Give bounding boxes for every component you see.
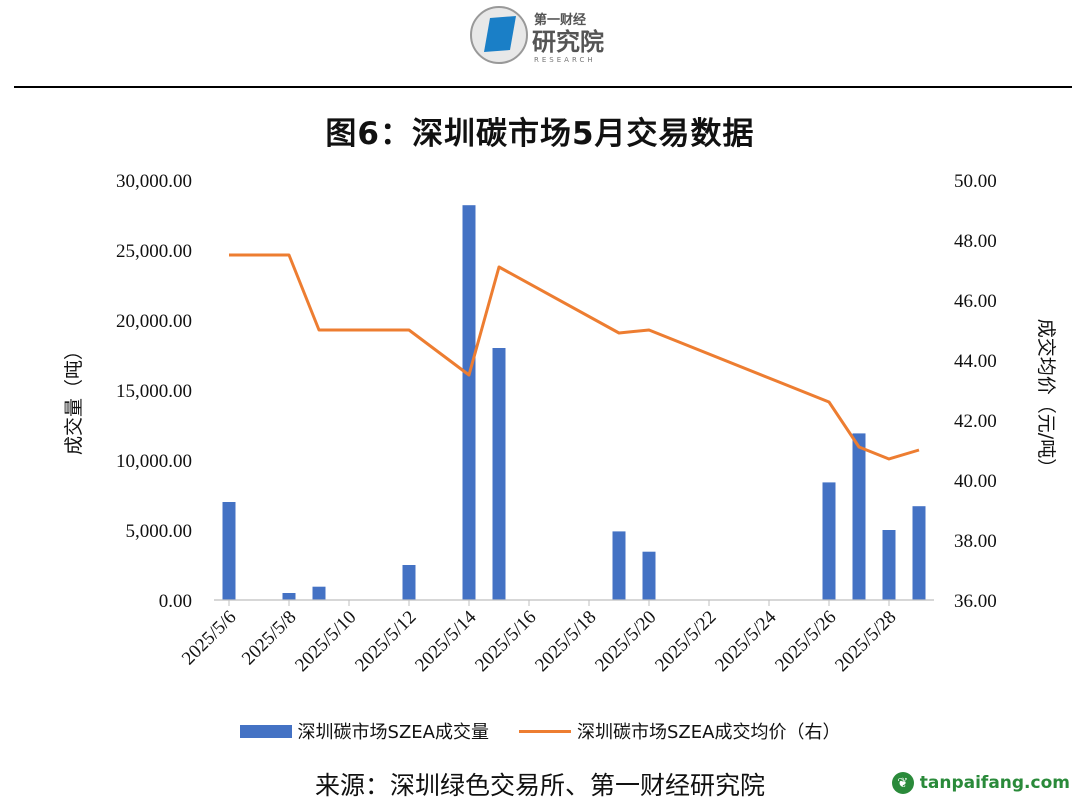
volume-bar-2: [312, 586, 326, 600]
x-tick-label-7: 2025/5/20: [591, 607, 660, 676]
left-tick-label-0: 0.00: [159, 591, 192, 612]
research-logo: 第一财经 研究院 RESEARCH: [470, 6, 604, 64]
right-axis-label: 成交均价（元/吨）: [1035, 319, 1057, 477]
volume-bar-5: [492, 348, 506, 600]
x-tick-label-2: 2025/5/10: [291, 607, 360, 676]
logo-book-icon: [484, 16, 516, 52]
legend-label-volume: 深圳碳市场SZEA成交量: [297, 722, 489, 743]
leaf-icon: ❦: [891, 772, 914, 794]
legend-bar-swatch: [239, 724, 292, 738]
volume-bar-11: [912, 506, 926, 600]
chart-axes: 0.00 5,000.00 10,000.00 15,000.00 20,000.00 2…: [116, 171, 997, 676]
x-tick-label-0: 2025/5/6: [178, 607, 241, 670]
chart-legend: 深圳碳市场SZEA成交量 深圳碳市场SZEA成交均价（右）: [0, 718, 1080, 744]
left-axis-label: 成交量（吨）: [63, 341, 85, 455]
x-tick-label-4: 2025/5/14: [411, 606, 481, 676]
volume-bar-1: [282, 593, 296, 600]
left-tick-label-1: 5,000.00: [126, 521, 193, 542]
legend-item-volume: 深圳碳市场SZEA成交量: [239, 718, 489, 744]
chart-canvas: 0.00 5,000.00 10,000.00 15,000.00 20,000.00 2…: [63, 171, 1057, 676]
legend-line-swatch: [519, 729, 571, 733]
right-tick-label-0: 36.00: [954, 591, 997, 612]
volume-bars: [222, 205, 926, 600]
header-divider: [14, 86, 1072, 88]
x-tick-label-8: 2025/5/22: [651, 607, 720, 676]
right-tick-label-2: 40.00: [954, 471, 997, 492]
logo-main-text: 研究院: [532, 28, 604, 56]
left-tick-label-2: 10,000.00: [116, 451, 192, 472]
right-tick-label-7: 50.00: [954, 171, 997, 192]
right-tick-label-1: 38.00: [954, 531, 997, 552]
volume-bar-7: [642, 551, 656, 600]
logo-sub-text: RESEARCH: [534, 56, 596, 64]
volume-bar-4: [462, 205, 476, 600]
volume-bar-0: [222, 502, 236, 600]
volume-bar-9: [852, 433, 866, 600]
price-line-path: [229, 253, 920, 461]
x-tick-label-11: 2025/5/28: [831, 607, 900, 676]
right-tick-label-3: 42.00: [954, 411, 997, 432]
x-tick-label-3: 2025/5/12: [351, 607, 420, 676]
legend-label-price: 深圳碳市场SZEA成交均价（右）: [577, 722, 841, 743]
right-tick-label-5: 46.00: [954, 291, 997, 312]
chart-title: 图6：深圳碳市场5月交易数据: [325, 116, 755, 152]
left-tick-label-6: 30,000.00: [116, 171, 192, 192]
legend-item-price: 深圳碳市场SZEA成交均价（右）: [519, 718, 840, 744]
watermark: ❦ tanpaifang.com: [891, 772, 1070, 794]
volume-bar-6: [612, 531, 626, 600]
x-tick-label-6: 2025/5/18: [531, 607, 600, 676]
left-tick-label-3: 15,000.00: [116, 381, 192, 402]
logo-top-text: 第一财经: [534, 12, 586, 28]
volume-bar-8: [822, 482, 836, 600]
left-tick-label-4: 20,000.00: [116, 311, 192, 332]
volume-bar-10: [882, 530, 896, 600]
left-tick-label-5: 25,000.00: [116, 241, 192, 262]
right-tick-label-6: 48.00: [954, 231, 997, 252]
volume-bar-3: [402, 565, 416, 600]
right-tick-label-4: 44.00: [954, 351, 997, 372]
x-tick-label-10: 2025/5/26: [771, 607, 840, 676]
watermark-text: tanpaifang.com: [919, 773, 1070, 793]
x-tick-label-5: 2025/5/16: [471, 607, 540, 676]
x-tick-label-9: 2025/5/24: [711, 606, 781, 676]
price-line: [229, 253, 920, 461]
source-note: 来源：深圳绿色交易所、第一财经研究院: [314, 771, 765, 800]
